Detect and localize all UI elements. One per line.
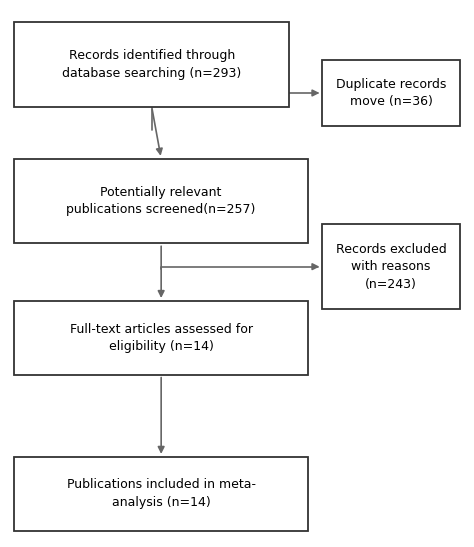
FancyBboxPatch shape [14, 301, 308, 375]
FancyBboxPatch shape [14, 159, 308, 243]
Text: Records identified through
database searching (n=293): Records identified through database sear… [62, 49, 241, 79]
Text: Potentially relevant
publications screened(n=257): Potentially relevant publications screen… [66, 186, 256, 216]
Text: Publications included in meta-
analysis (n=14): Publications included in meta- analysis … [67, 479, 255, 509]
FancyBboxPatch shape [322, 60, 460, 126]
Text: Duplicate records
move (n=36): Duplicate records move (n=36) [336, 78, 446, 108]
Text: Records excluded
with reasons
(n=243): Records excluded with reasons (n=243) [336, 243, 447, 290]
FancyBboxPatch shape [14, 22, 289, 107]
FancyBboxPatch shape [322, 224, 460, 309]
Text: Full-text articles assessed for
eligibility (n=14): Full-text articles assessed for eligibil… [70, 323, 253, 353]
FancyBboxPatch shape [14, 457, 308, 531]
